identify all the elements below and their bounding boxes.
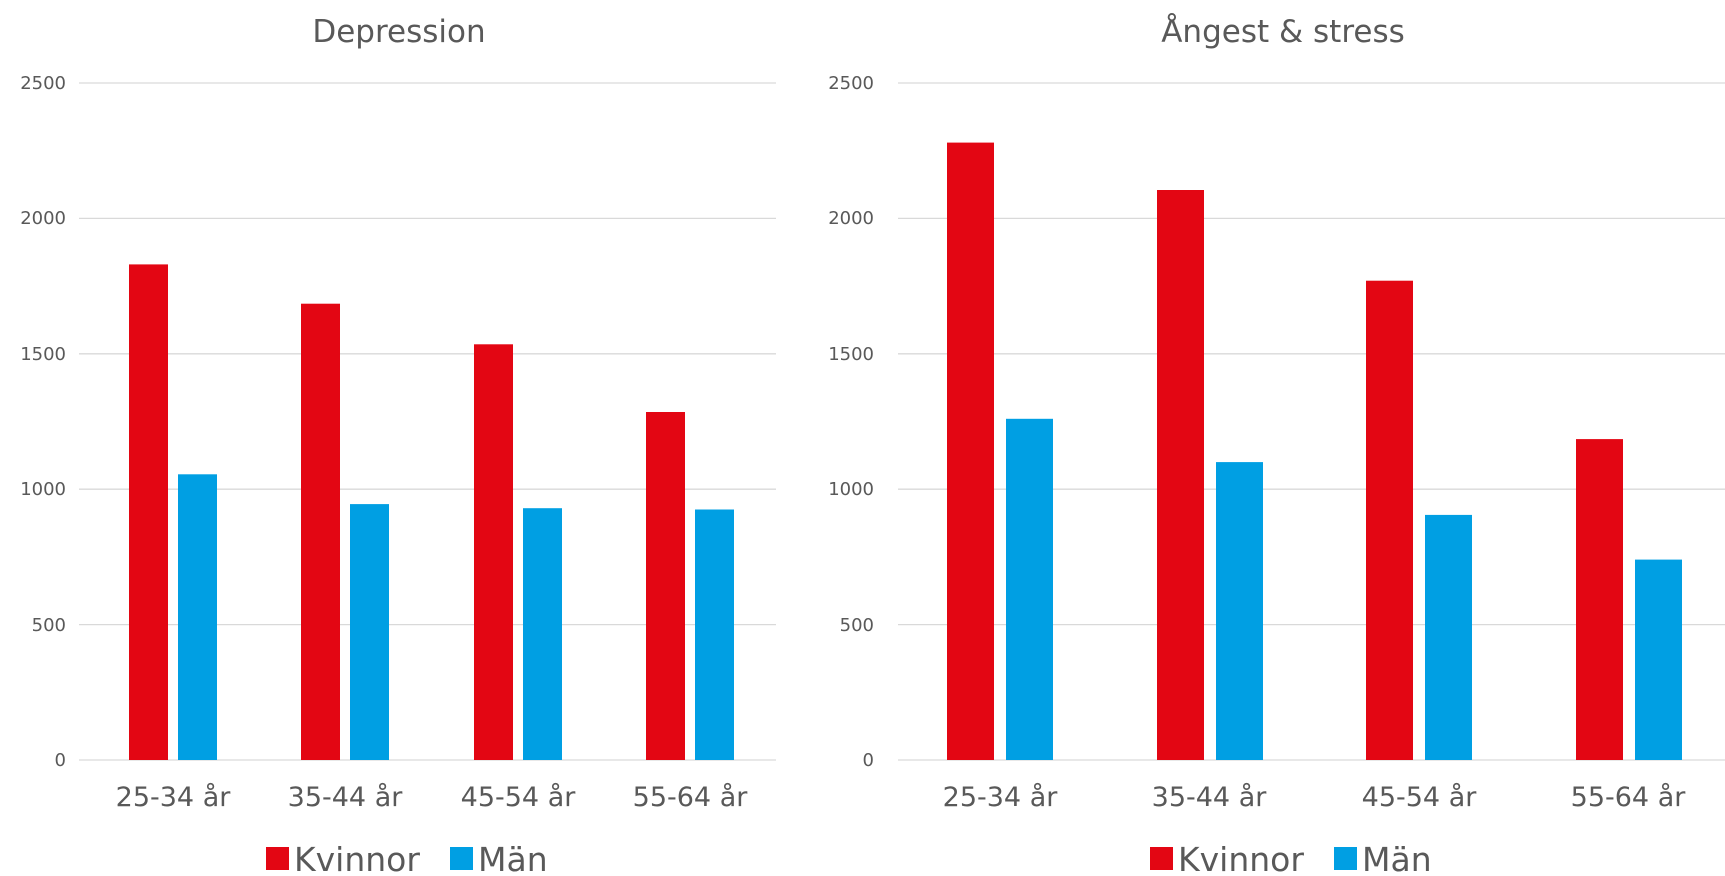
bars-kvinnor [947, 142, 1623, 761]
legend-swatch-man [450, 847, 473, 870]
bar-man [1635, 559, 1682, 760]
bars-kvinnor [129, 264, 685, 760]
legend-swatch-kvinnor [266, 847, 289, 870]
bar-kvinnor [1576, 439, 1623, 760]
x-axis-ticks: 25-34 år 35-44 år 45-54 år 55-64 år [943, 782, 1687, 813]
chart-title: Depression [312, 14, 485, 50]
legend-label-man: Män [1362, 840, 1432, 876]
y-tick-label: 1500 [828, 344, 874, 365]
chart-depression: Depression 2500 2000 1500 1000 500 0 [20, 14, 776, 876]
y-tick-label: 2000 [828, 208, 874, 229]
legend: Kvinnor Män [266, 840, 548, 876]
bar-kvinnor [947, 142, 994, 761]
bars-man [178, 474, 734, 760]
x-tick-label: 35-44 år [1152, 782, 1268, 813]
x-tick-label: 25-34 år [116, 782, 232, 813]
chart-angest-stress: Ångest & stress 2500 2000 1500 1000 500 … [828, 14, 1725, 876]
bar-kvinnor [646, 412, 685, 760]
y-tick-label: 500 [840, 615, 874, 636]
bar-kvinnor [129, 264, 168, 760]
bar-kvinnor [1157, 190, 1204, 760]
legend-swatch-man [1334, 847, 1357, 870]
y-tick-label: 0 [863, 750, 874, 771]
x-tick-label: 45-54 år [461, 782, 577, 813]
y-tick-label: 500 [32, 615, 66, 636]
bar-man [1006, 418, 1053, 760]
y-axis-ticks: 2500 2000 1500 1000 500 0 [20, 73, 66, 771]
x-tick-label: 55-64 år [633, 782, 749, 813]
y-tick-label: 1000 [20, 479, 66, 500]
legend-label-kvinnor: Kvinnor [294, 840, 420, 876]
legend-swatch-kvinnor [1150, 847, 1173, 870]
y-tick-label: 1000 [828, 479, 874, 500]
x-tick-label: 25-34 år [943, 782, 1059, 813]
y-tick-label: 0 [55, 750, 66, 771]
bar-man [178, 474, 217, 760]
bar-man [1425, 514, 1472, 760]
y-axis-ticks: 2500 2000 1500 1000 500 0 [828, 73, 874, 771]
bar-man [523, 508, 562, 760]
bar-kvinnor [1366, 280, 1413, 760]
x-axis-ticks: 25-34 år 35-44 år 45-54 år 55-64 år [116, 782, 749, 813]
bar-man [1216, 462, 1263, 760]
y-tick-label: 2000 [20, 208, 66, 229]
bar-kvinnor [301, 303, 340, 760]
legend-label-man: Män [478, 840, 548, 876]
y-tick-label: 2500 [20, 73, 66, 94]
x-tick-label: 55-64 år [1571, 782, 1687, 813]
bar-kvinnor [474, 344, 513, 760]
chart-title: Ångest & stress [1161, 14, 1405, 50]
bars-man [1006, 418, 1682, 760]
legend: Kvinnor Män [1150, 840, 1432, 876]
bar-man [695, 509, 734, 760]
legend-label-kvinnor: Kvinnor [1178, 840, 1304, 876]
x-tick-label: 45-54 år [1362, 782, 1478, 813]
y-tick-label: 1500 [20, 344, 66, 365]
y-tick-label: 2500 [828, 73, 874, 94]
bar-man [350, 504, 389, 760]
x-tick-label: 35-44 år [288, 782, 404, 813]
